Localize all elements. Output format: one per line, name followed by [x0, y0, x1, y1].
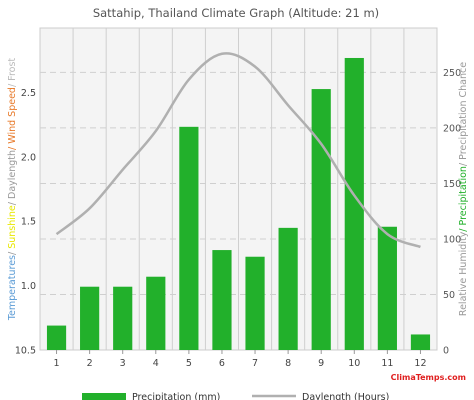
legend-precipitation-label: Precipitation (mm) — [132, 392, 220, 400]
left-tick-label: 1.0 — [21, 281, 36, 292]
right-tick-label: 150 — [443, 179, 461, 190]
x-tick-label: 12 — [414, 358, 426, 369]
axis-label-part: Temperatures — [7, 255, 18, 321]
precipitation-bar — [245, 256, 265, 350]
precipitation-bar — [212, 250, 232, 350]
left-axis-ticks: 10.5 1.0 1.5 2.0 2.5 — [15, 88, 36, 357]
chart-title: Sattahip, Thailand Climate Graph (Altitu… — [93, 6, 379, 20]
x-tick-label: 4 — [153, 358, 159, 369]
left-tick-label: 2.5 — [21, 88, 36, 99]
axis-label-part: / — [7, 249, 18, 255]
x-tick-label: 8 — [285, 358, 291, 369]
x-tick-label: 6 — [219, 358, 225, 369]
left-tick-label: 10.5 — [15, 346, 36, 357]
precipitation-bar — [80, 286, 100, 350]
left-axis-label: Temperatures/ Sunshine/ Daylength/ Wind … — [7, 58, 18, 322]
legend: Precipitation (mm) Daylength (Hours) — [82, 392, 389, 400]
axis-label-part: / Precipitation — [458, 166, 469, 232]
precipitation-bar — [46, 325, 67, 350]
axis-label-part: Sunshine — [7, 205, 18, 249]
axis-label-part: / Frost — [7, 58, 18, 87]
precipitation-bar — [146, 276, 166, 350]
x-axis-ticks: 1 2 3 4 5 6 7 8 9 10 11 12 — [54, 350, 427, 369]
precipitation-bar — [311, 89, 331, 350]
legend-daylength-label: Daylength (Hours) — [302, 392, 389, 400]
axis-label-part: Relative Humidity — [458, 231, 469, 316]
left-tick-label: 1.5 — [21, 217, 36, 228]
precipitation-bar — [179, 126, 199, 351]
right-axis-ticks: 0 50 100 150 200 250 — [443, 68, 461, 357]
right-tick-label: 100 — [443, 234, 461, 245]
x-tick-label: 10 — [348, 358, 360, 369]
precipitation-bar — [377, 226, 397, 350]
x-tick-label: 3 — [120, 358, 126, 369]
axis-label-part: / Wind Speed — [7, 87, 18, 150]
left-tick-label: 2.0 — [21, 152, 36, 163]
precipitation-bar — [410, 334, 431, 350]
x-tick-label: 5 — [186, 358, 192, 369]
axis-label-part: / Precipitation Chance — [458, 62, 469, 166]
climatemps-brand: ClimaTemps.com — [391, 373, 466, 382]
x-tick-label: 2 — [87, 358, 93, 369]
precipitation-bar — [344, 57, 364, 350]
x-tick-label: 7 — [252, 358, 258, 369]
vertical-gridlines — [72, 28, 405, 350]
legend-precipitation-swatch — [82, 393, 126, 400]
right-tick-label: 50 — [443, 290, 455, 301]
x-tick-label: 11 — [381, 358, 393, 369]
precipitation-bar — [278, 227, 298, 350]
x-tick-label: 9 — [318, 358, 324, 369]
axis-label-part: / Daylength — [7, 150, 18, 205]
right-tick-label: 200 — [443, 123, 461, 134]
right-tick-label: 0 — [443, 346, 449, 357]
right-axis-label: Relative Humidity/ Precipitation/ Precip… — [458, 62, 469, 316]
precipitation-bar — [113, 286, 133, 350]
daylength-line — [55, 52, 421, 249]
x-tick-label: 1 — [54, 358, 60, 369]
horizontal-gridlines — [40, 71, 437, 295]
right-tick-label: 250 — [443, 68, 461, 79]
precipitation-bars — [46, 57, 431, 351]
